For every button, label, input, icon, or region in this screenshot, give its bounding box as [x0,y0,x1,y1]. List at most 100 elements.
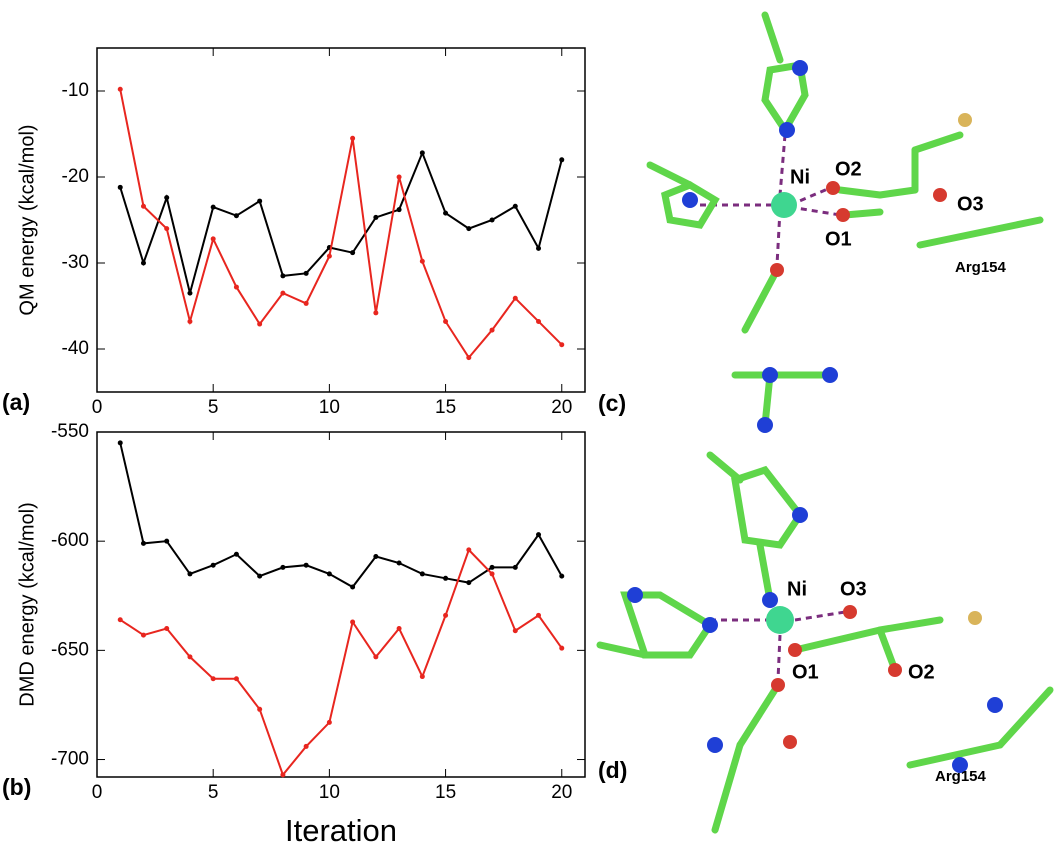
atom [771,678,785,692]
bond [845,212,880,215]
coordination [778,635,780,680]
y-axis-label: DMD energy (kcal/mol) [16,502,38,706]
data-point [513,565,518,570]
atom [792,60,808,76]
data-point [536,613,541,618]
atom [843,605,857,619]
data-point [187,571,192,576]
x-tick-label: 0 [92,782,103,803]
bond [745,270,777,330]
residue-label: Arg154 [955,259,1007,276]
data-point [234,552,239,557]
atom [792,507,808,523]
data-point [280,772,285,777]
series-line [120,153,562,293]
data-point [466,547,471,552]
ring [625,595,710,655]
y-tick-label: -10 [62,80,89,101]
bond [740,685,778,745]
bond [650,165,690,185]
atom-label: O2 [908,661,935,683]
data-point [327,254,332,259]
atom-label: O2 [835,158,862,180]
data-point [234,285,239,290]
coordination [780,135,785,195]
data-point [443,319,448,324]
data-point [187,654,192,659]
panel-label: (d) [598,757,627,783]
atom [822,367,838,383]
residue-label: Arg154 [935,768,987,785]
atom [987,697,1003,713]
y-tick-label: -30 [62,252,89,273]
panel-label: (c) [598,390,626,416]
data-point [559,574,564,579]
data-point [304,744,309,749]
bond [715,745,740,830]
data-point [420,674,425,679]
data-point [118,440,123,445]
plot-frame [97,48,585,392]
data-point [373,654,378,659]
data-point [373,554,378,559]
x-tick-label: 5 [208,397,219,418]
data-point [118,87,123,92]
atom [968,611,982,625]
x-tick-label: 15 [435,397,456,418]
atom [783,735,797,749]
coordination [777,210,780,265]
data-point [280,273,285,278]
data-point [513,204,518,209]
atom-label: Ni [790,166,810,188]
atom [707,737,723,753]
data-point [164,626,169,631]
data-point [559,342,564,347]
x-tick-label: 10 [319,397,340,418]
data-point [350,136,355,141]
data-point [164,226,169,231]
bond [1000,690,1050,745]
x-tick-label: 0 [92,397,103,418]
data-point [211,563,216,568]
bond [880,620,940,630]
bond [880,190,915,195]
coordination [795,612,845,620]
y-tick-label: -20 [62,166,89,187]
bond [710,455,740,480]
data-point [420,571,425,576]
data-point [164,539,169,544]
data-point [536,319,541,324]
data-point [118,185,123,190]
y-tick-label: -700 [51,749,89,770]
y-tick-label: -550 [51,421,89,442]
data-point [397,561,402,566]
x-tick-label: 15 [435,782,456,803]
atom [788,643,802,657]
atom-label: Ni [787,578,807,600]
data-point [141,541,146,546]
data-point [211,676,216,681]
data-point [257,199,262,204]
atom [682,192,698,208]
y-axis-label: QM energy (kcal/mol) [16,124,38,315]
data-point [490,328,495,333]
data-point [141,204,146,209]
data-point [373,310,378,315]
atom [779,122,795,138]
data-point [373,215,378,220]
data-point [304,563,309,568]
atom [836,208,850,222]
panel-label: (a) [2,389,30,415]
atom [770,263,784,277]
data-point [211,205,216,210]
y-tick-label: -600 [51,530,89,551]
data-point [280,565,285,570]
data-point [513,628,518,633]
data-point [187,291,192,296]
data-point [443,576,448,581]
data-point [397,207,402,212]
nickel [766,606,794,634]
data-point [350,250,355,255]
data-point [234,213,239,218]
data-point [490,571,495,576]
